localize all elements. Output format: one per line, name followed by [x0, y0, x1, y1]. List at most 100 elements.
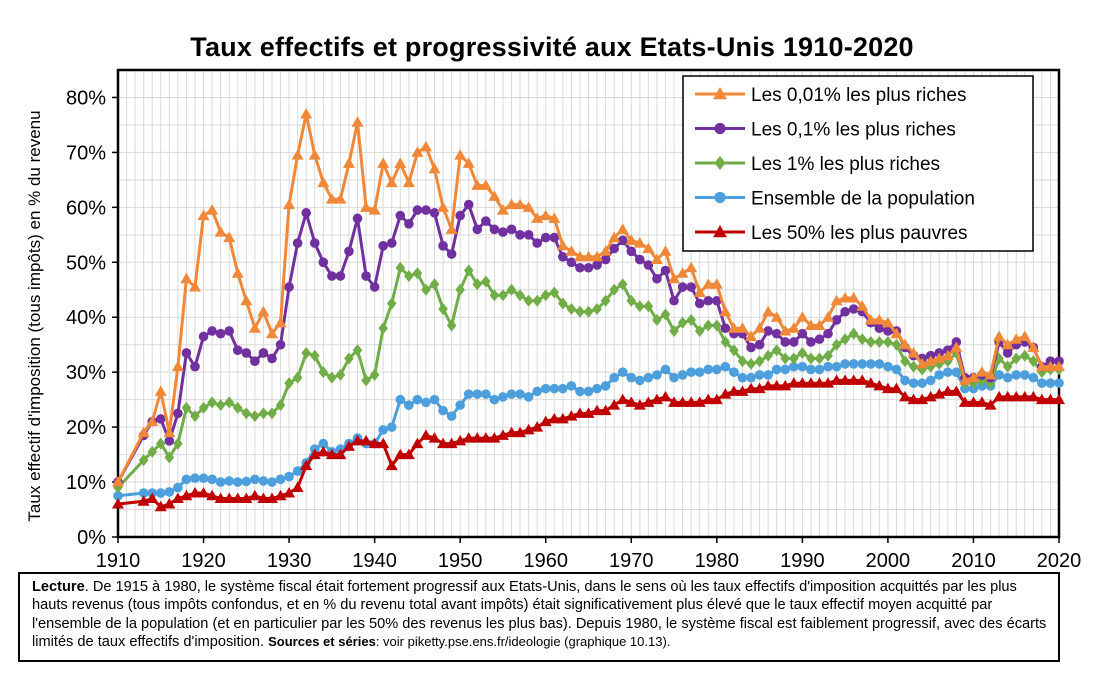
data-point — [274, 489, 287, 501]
data-point — [496, 204, 509, 215]
data-point — [223, 492, 236, 504]
data-point — [958, 374, 971, 385]
data-point — [591, 404, 604, 416]
data-point — [489, 394, 500, 405]
data-point — [890, 327, 903, 339]
data-point — [958, 396, 971, 407]
data-point — [804, 377, 817, 388]
data-point — [866, 359, 876, 369]
data-point — [1001, 338, 1014, 350]
y-tick-label: 70% — [66, 142, 106, 164]
data-point — [650, 253, 663, 265]
data-point — [207, 474, 217, 485]
x-tick-label: 2020 — [1037, 550, 1082, 572]
data-point — [334, 448, 347, 460]
data-point — [575, 305, 585, 318]
data-point — [378, 322, 388, 335]
x-tick-label: 1940 — [352, 550, 397, 572]
data-point — [489, 289, 500, 302]
data-point — [446, 249, 457, 259]
data-point — [498, 227, 508, 237]
data-point — [856, 300, 869, 311]
x-tick-label: 1920 — [181, 550, 226, 572]
data-point — [283, 198, 296, 210]
data-point — [840, 333, 850, 346]
data-point — [993, 390, 1006, 402]
data-point — [1010, 333, 1023, 344]
data-point — [197, 487, 210, 498]
data-point — [669, 324, 679, 337]
data-point — [677, 370, 688, 380]
data-point — [257, 492, 270, 504]
data-point — [250, 356, 260, 366]
data-point — [565, 245, 578, 256]
data-point — [531, 212, 544, 223]
data-point — [753, 382, 766, 394]
y-tick-label: 0% — [77, 527, 106, 549]
data-point — [429, 278, 440, 291]
data-point — [1019, 370, 1030, 380]
x-tick-label: 1980 — [695, 550, 740, 572]
data-point — [642, 242, 655, 254]
axes: 0% 10% 20% 30% 40% 50% 60% 70% 80% 1910 1920 1930 19… — [66, 68, 1082, 572]
data-point — [659, 245, 672, 256]
data-point — [941, 349, 954, 361]
data-point — [789, 352, 799, 365]
data-point — [515, 289, 525, 302]
data-point — [864, 313, 877, 325]
data-point — [258, 407, 269, 420]
data-point — [736, 385, 749, 396]
data-point — [438, 405, 448, 416]
data-point — [950, 341, 963, 352]
data-point — [779, 379, 792, 391]
data-point — [924, 355, 937, 366]
data-point — [1028, 372, 1039, 383]
data-point — [727, 385, 740, 396]
data-point — [446, 319, 457, 332]
data-point — [361, 271, 371, 281]
legend-label: Ensemble de la population — [751, 189, 975, 210]
data-point — [891, 364, 902, 375]
data-point — [727, 322, 740, 333]
data-point — [232, 345, 243, 356]
data-point — [625, 234, 638, 245]
data-point — [899, 338, 912, 350]
data-point — [763, 349, 773, 362]
data-point — [720, 361, 731, 372]
data-point — [317, 445, 330, 457]
data-point — [933, 388, 946, 399]
data-point — [933, 352, 946, 363]
data-point — [702, 278, 715, 289]
data-point — [318, 257, 329, 268]
data-point — [428, 432, 441, 443]
data-point — [292, 466, 303, 476]
data-point — [600, 294, 611, 307]
data-point — [506, 283, 517, 296]
data-point — [813, 377, 826, 388]
data-point — [1035, 360, 1048, 372]
data-point — [283, 487, 296, 498]
x-tick-label: 1930 — [267, 550, 312, 572]
data-point — [797, 328, 808, 339]
data-point — [206, 489, 219, 501]
data-point — [669, 372, 679, 383]
data-point — [652, 313, 662, 326]
data-point — [702, 393, 715, 405]
data-point — [685, 396, 698, 407]
data-point — [155, 488, 166, 498]
data-point — [881, 316, 894, 328]
data-point — [548, 212, 561, 223]
data-point — [481, 389, 491, 399]
x-tick-label: 1990 — [780, 550, 825, 572]
data-point — [703, 319, 714, 332]
data-point — [787, 322, 800, 333]
data-point — [292, 371, 303, 384]
data-point — [848, 304, 859, 314]
data-point — [335, 271, 346, 281]
data-point — [267, 477, 277, 487]
caption-text: . De 1915 à 1980, le système fiscal étai… — [32, 579, 1047, 651]
data-point — [899, 390, 912, 402]
data-point — [830, 374, 843, 385]
data-point — [481, 216, 491, 226]
data-point — [891, 338, 902, 351]
